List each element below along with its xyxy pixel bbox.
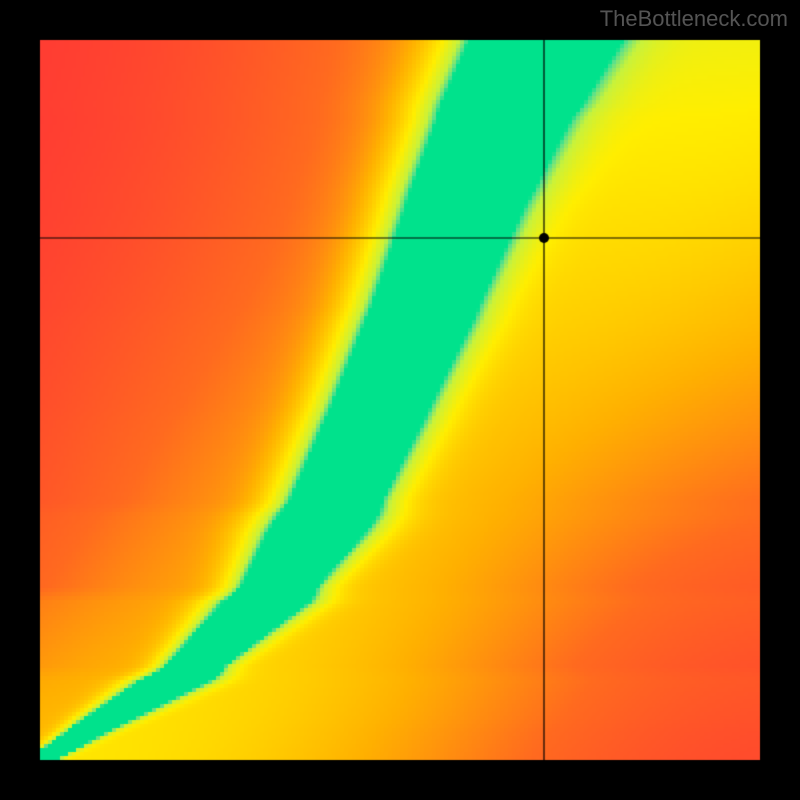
chart-container: TheBottleneck.com: [0, 0, 800, 800]
watermark-text: TheBottleneck.com: [600, 6, 788, 32]
heatmap-canvas: [0, 0, 800, 800]
